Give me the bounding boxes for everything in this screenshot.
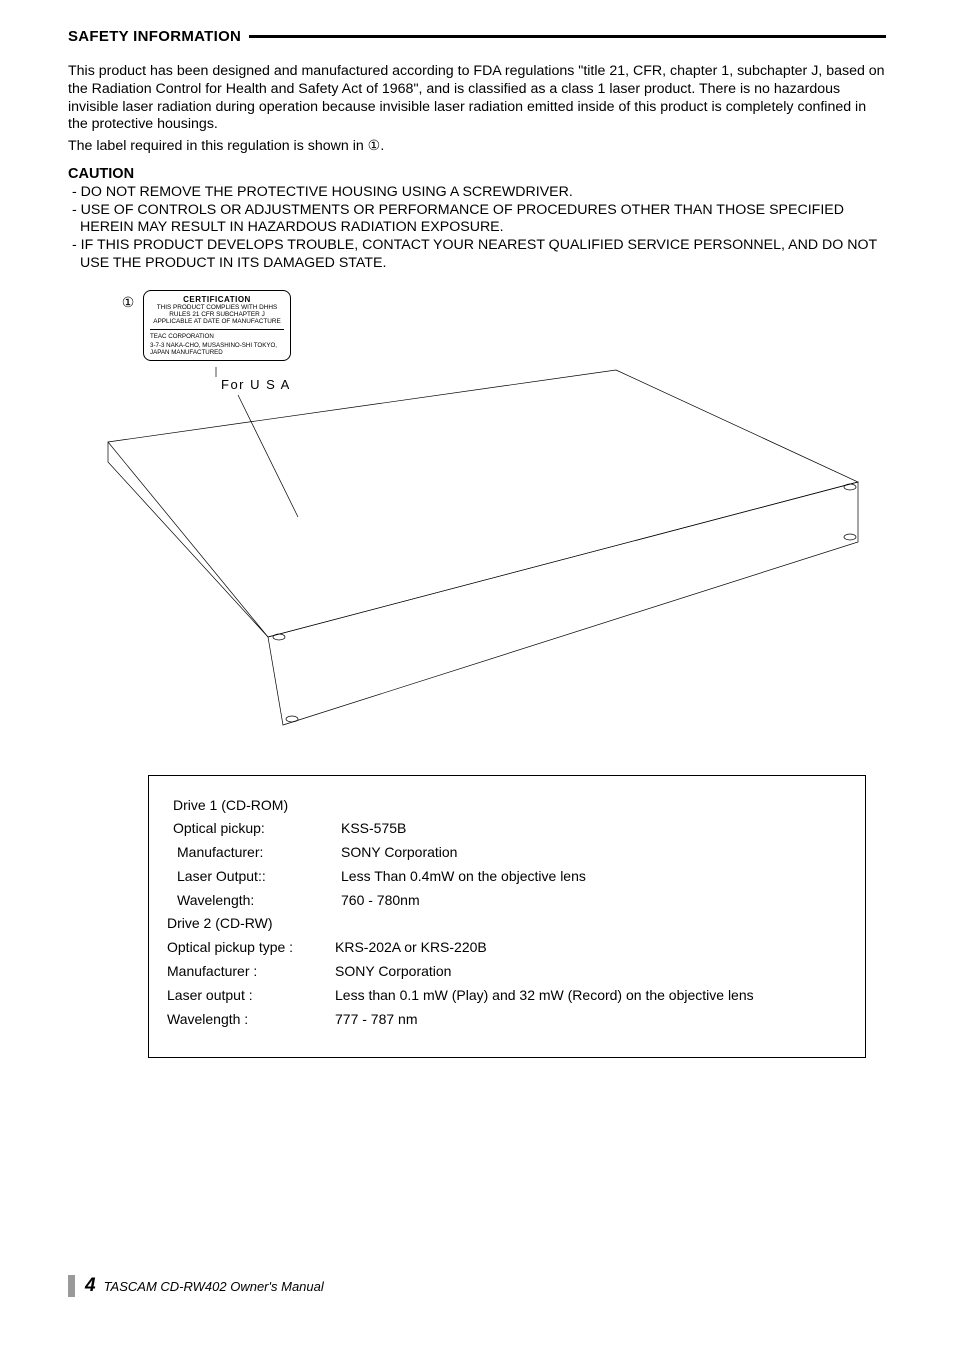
section-title: SAFETY INFORMATION (68, 28, 241, 45)
device-diagram: ① CERTIFICATION THIS PRODUCT COMPLIES WI… (68, 287, 886, 757)
spec-value: Less than 0.1 mW (Play) and 32 mW (Recor… (335, 984, 847, 1008)
spec-row: Laser output : Less than 0.1 mW (Play) a… (167, 984, 847, 1008)
caution-item: - IF THIS PRODUCT DEVELOPS TROUBLE, CONT… (68, 237, 886, 273)
caution-title: CAUTION (68, 166, 886, 182)
spec-row: Wavelength: 760 - 780nm (167, 889, 847, 913)
spec-row: Wavelength : 777 - 787 nm (167, 1008, 847, 1032)
spec-value: 760 - 780nm (341, 889, 847, 913)
spec-row: Optical pickup: KSS-575B (167, 817, 847, 841)
spec-row: Manufacturer: SONY Corporation (167, 841, 847, 865)
spec-label: Optical pickup type : (167, 936, 335, 960)
spec-value: KRS-202A or KRS-220B (335, 936, 847, 960)
spec-value: 777 - 787 nm (335, 1008, 847, 1032)
header-rule (249, 35, 886, 38)
spec-label: Wavelength: (177, 889, 341, 913)
spec-value: Less Than 0.4mW on the objective lens (341, 865, 847, 889)
caution-item: - USE OF CONTROLS OR ADJUSTMENTS OR PERF… (68, 202, 886, 238)
page-number: 4 (85, 1275, 96, 1297)
spec-label: Laser Output:: (177, 865, 341, 889)
caution-item: - DO NOT REMOVE THE PROTECTIVE HOUSING U… (68, 184, 886, 202)
spec-value: KSS-575B (341, 817, 847, 841)
device-line-drawing (68, 287, 886, 757)
spec-label: Laser output : (167, 984, 335, 1008)
page-footer: 4 TASCAM CD-RW402 Owner's Manual (68, 1275, 324, 1297)
drive2-title: Drive 2 (CD-RW) (167, 912, 847, 936)
intro-paragraph-1: This product has been designed and manuf… (68, 63, 886, 134)
page: SAFETY INFORMATION This product has been… (0, 0, 954, 1351)
drive1-title: Drive 1 (CD-ROM) (167, 794, 847, 818)
spec-row: Laser Output:: Less Than 0.4mW on the ob… (167, 865, 847, 889)
spec-label: Manufacturer: (177, 841, 341, 865)
spec-label: Optical pickup: (173, 817, 341, 841)
spec-row: Manufacturer : SONY Corporation (167, 960, 847, 984)
spec-value: SONY Corporation (335, 960, 847, 984)
specifications-box: Drive 1 (CD-ROM) Optical pickup: KSS-575… (148, 775, 866, 1059)
footer-manual-title: TASCAM CD-RW402 Owner's Manual (104, 1279, 324, 1294)
spec-row: Optical pickup type : KRS-202A or KRS-22… (167, 936, 847, 960)
section-header: SAFETY INFORMATION (68, 28, 886, 45)
footer-accent-bar (68, 1275, 75, 1297)
intro-paragraph-2: The label required in this regulation is… (68, 138, 886, 156)
spec-label: Manufacturer : (167, 960, 335, 984)
spec-label: Wavelength : (167, 1008, 335, 1032)
spec-value: SONY Corporation (341, 841, 847, 865)
caution-list: - DO NOT REMOVE THE PROTECTIVE HOUSING U… (68, 184, 886, 273)
